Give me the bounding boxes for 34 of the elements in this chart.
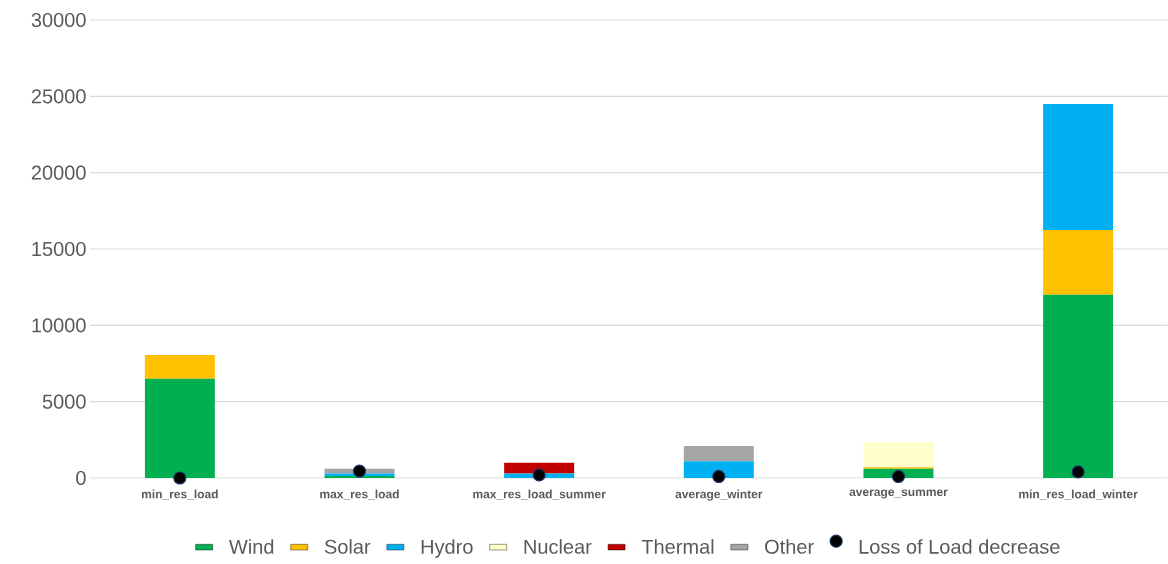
x-tick-label: average_summer — [849, 489, 948, 499]
point — [352, 464, 367, 478]
x-tick-label: max_res_load_summer — [473, 489, 606, 500]
bar — [683, 461, 754, 478]
bar — [1043, 294, 1114, 478]
legend-label: Solar — [324, 539, 371, 554]
bar — [683, 445, 754, 462]
point — [532, 468, 546, 482]
point — [712, 469, 726, 484]
point — [173, 471, 187, 485]
point — [891, 469, 906, 484]
y-tick-label: 15000 — [32, 241, 86, 257]
legend-label: Wind — [229, 539, 274, 554]
y-tick-label: 10000 — [32, 318, 86, 333]
legend-label: Other — [765, 539, 814, 554]
point — [1071, 465, 1085, 479]
bar — [144, 355, 215, 379]
bar — [1043, 229, 1114, 295]
y-tick-label: 20000 — [31, 165, 86, 180]
y-tick-label: 30000 — [31, 12, 86, 28]
bar — [863, 442, 934, 468]
legend-label: Hydro — [421, 539, 473, 558]
x-tick-label: max_res_load — [320, 489, 399, 500]
bar — [144, 378, 215, 478]
legend-label: Loss of Load decrease — [859, 539, 1060, 554]
legend-label: Thermal — [641, 539, 714, 554]
x-tick-label: min_res_load_winter — [1019, 489, 1138, 500]
legend-label: Nuclear — [524, 539, 592, 554]
x-tick-label: min_res_load — [141, 489, 218, 500]
y-tick-label: 0 — [76, 470, 86, 486]
y-tick-label: 5000 — [42, 394, 86, 409]
y-tick-label: 25000 — [31, 89, 86, 104]
x-tick-label: average_winter — [675, 489, 763, 501]
bar — [1043, 103, 1114, 230]
